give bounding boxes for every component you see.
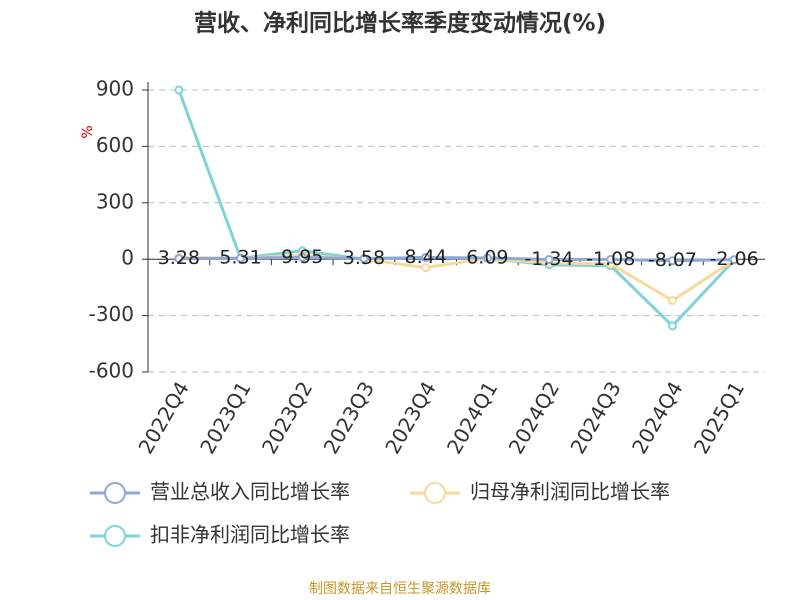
- y-axis-label: %: [80, 125, 96, 138]
- point: [606, 254, 616, 264]
- legend-label: 扣非净利润同比增长率: [150, 523, 350, 547]
- source-note: 制图数据来自恒生聚源数据库: [309, 581, 491, 597]
- point: [359, 254, 369, 264]
- y-tick-label: 600: [96, 133, 134, 157]
- point: [421, 253, 431, 263]
- series-line: [177, 89, 736, 329]
- x-tick-label: 2023Q2: [257, 377, 317, 458]
- legend-marker: [104, 482, 126, 504]
- data-label: 3.28: [158, 247, 200, 269]
- legend-label: 归母净利润同比增长率: [470, 480, 670, 504]
- point: [421, 263, 431, 273]
- point: [667, 256, 677, 266]
- x-tick-label: 2024Q4: [627, 377, 687, 458]
- data-label: 5.31: [219, 247, 261, 269]
- point: [297, 252, 307, 262]
- x-tick-label: 2024Q1: [442, 377, 502, 458]
- point: [236, 253, 246, 263]
- y-tick-label: 900: [96, 77, 134, 101]
- legend-label: 营业总收入同比增长率: [150, 480, 350, 504]
- x-tick-label: 2023Q1: [195, 377, 255, 458]
- data-label: 6.09: [466, 247, 508, 269]
- x-tick-label: 2025Q1: [689, 377, 749, 458]
- legend-marker: [104, 525, 126, 547]
- x-tick-label: 2023Q3: [319, 377, 379, 458]
- x-tick-label: 2024Q3: [565, 377, 625, 458]
- x-tick-label: 2022Q4: [133, 377, 193, 458]
- point: [729, 255, 739, 265]
- point: [667, 296, 677, 306]
- y-tick-label: 0: [121, 246, 134, 270]
- chart-title: 营收、净利同比增长率季度变动情况(%): [194, 10, 606, 37]
- data-label: 9.95: [281, 246, 323, 268]
- x-tick-label: 2023Q4: [380, 377, 440, 458]
- data-label: -2.06: [710, 248, 759, 270]
- data-label: -1.08: [586, 248, 635, 270]
- legend-marker: [424, 482, 446, 504]
- y-tick-label: 300: [96, 189, 134, 213]
- point: [174, 85, 184, 95]
- data-label: 8.44: [404, 246, 446, 268]
- x-tick-label: 2024Q2: [504, 377, 564, 458]
- data-label: 3.58: [343, 247, 385, 269]
- y-tick-label: -600: [89, 359, 134, 383]
- point: [482, 253, 492, 263]
- data-label: -1.34: [524, 248, 573, 270]
- point: [667, 321, 677, 331]
- point: [174, 254, 184, 264]
- y-tick-label: -300: [89, 302, 134, 326]
- data-label: -8.07: [648, 249, 697, 271]
- series-line: [178, 255, 735, 263]
- point: [544, 254, 554, 264]
